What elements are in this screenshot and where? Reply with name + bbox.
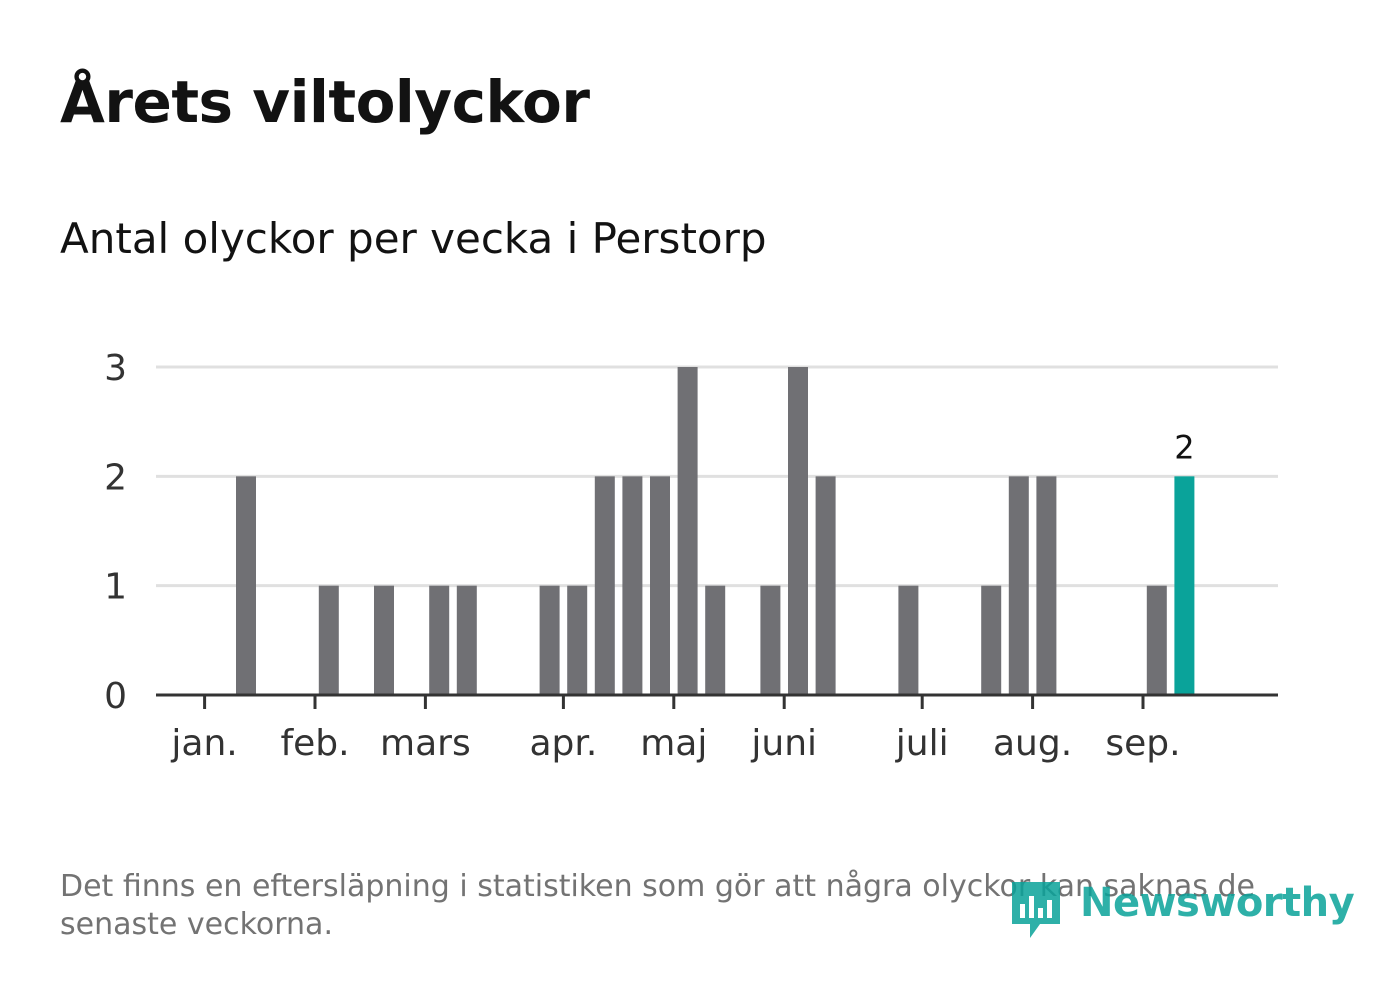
bar [815,476,836,695]
newsworthy-logo: Newsworthy [1010,878,1355,942]
bar [981,585,1002,695]
bar [705,585,726,695]
bar [456,585,477,695]
bar [622,476,643,695]
bar [236,476,256,695]
bar [1146,585,1167,695]
bar [567,585,588,695]
bar-chart: 0 1 2 3 2 jan. feb. mars apr. maj juni juli aug. sep. [104,348,1278,764]
highlight-bar [1174,476,1195,695]
x-tick-label: sep. [1105,723,1180,764]
chart-subtitle: Antal olyckor per vecka i Perstorp [60,214,767,263]
bar [677,367,698,695]
logo-text: Newsworthy [1080,880,1355,926]
newsworthy-logo-icon [1012,882,1060,938]
x-tick-label: jan. [170,723,237,764]
y-tick-label: 3 [104,348,127,389]
chart-title: Årets viltolyckor [60,68,590,136]
x-tick-label: mars [380,723,471,764]
bar [1036,476,1057,695]
x-tick-label: apr. [529,723,597,764]
x-tick-label: juni [750,723,817,764]
bar [788,367,808,695]
x-tick-label: feb. [280,723,349,764]
bar [429,585,450,695]
bar [539,585,560,695]
bar [318,585,339,695]
y-tick-label: 1 [104,567,127,608]
bar [760,585,781,695]
bar [650,476,670,695]
data-label: 2 [1174,428,1194,466]
y-tick-label: 2 [104,457,127,498]
bar [1008,476,1029,695]
x-tick-label: maj [640,723,707,764]
y-tick-label: 0 [104,676,127,717]
bar [374,585,394,695]
x-tick-label: juli [895,723,949,764]
bar [594,476,615,695]
bar [898,585,919,695]
x-tick-label: aug. [993,723,1072,764]
